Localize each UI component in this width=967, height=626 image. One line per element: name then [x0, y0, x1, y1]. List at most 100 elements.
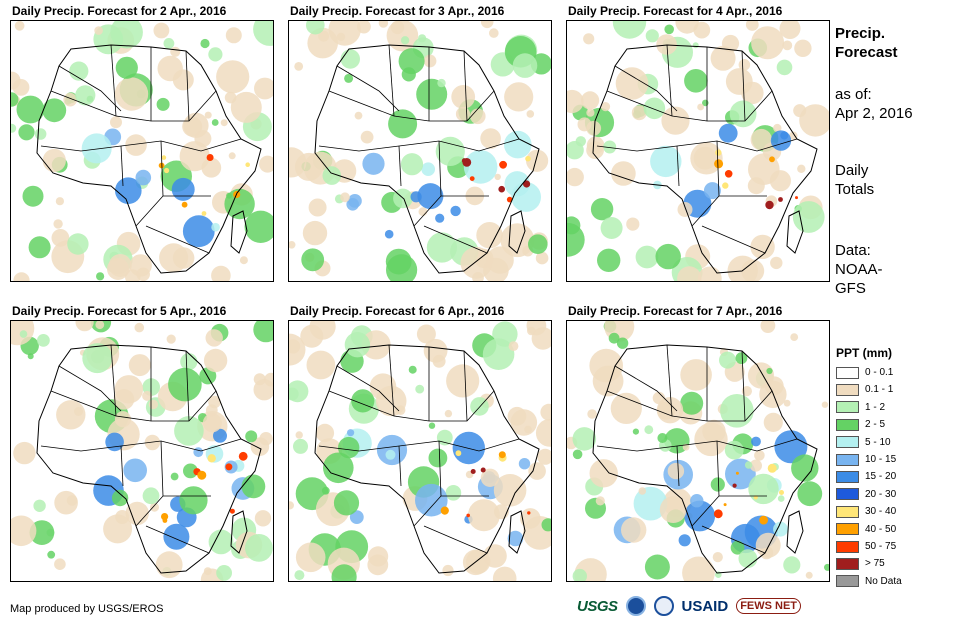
legend-label: 15 - 20 [865, 471, 897, 483]
legend-swatch [836, 575, 859, 588]
madagascar-outline [786, 510, 804, 554]
sidebar-data-line3: GFS [835, 280, 866, 297]
precip-field [289, 21, 551, 281]
precip-field [11, 321, 273, 581]
madagascar-outline [508, 210, 526, 254]
legend-swatch [836, 470, 859, 483]
legend-swatch [836, 453, 859, 466]
legend-swatch [836, 505, 859, 518]
precip-map [288, 320, 552, 582]
legend-label: 50 - 75 [865, 541, 897, 552]
legend-swatch [836, 523, 859, 536]
usgs-logo: USGS [577, 597, 618, 615]
legend-item: 2 - 5 [836, 416, 885, 433]
legend-swatch [836, 436, 859, 449]
logo-strip: USGS USAID FEWS NET [577, 596, 802, 616]
panel-title: Daily Precip. Forecast for 3 Apr., 2016 [290, 4, 505, 18]
precip-field [289, 321, 551, 581]
sidebar-totals-line1: Daily [835, 162, 869, 179]
sidebar-data-line2: NOAA- [835, 261, 883, 278]
legend-label: 1 - 2 [865, 401, 886, 413]
legend-item: 10 - 15 [836, 451, 896, 468]
sidebar-heading-line1: Precip. [835, 25, 886, 42]
panel-title: Daily Precip. Forecast for 2 Apr., 2016 [12, 4, 227, 18]
legend-swatch [836, 557, 859, 570]
country-borders [596, 344, 798, 554]
panel-title: Daily Precip. Forecast for 6 Apr., 2016 [290, 304, 505, 318]
precip-field [567, 321, 829, 581]
forecast-panel: Daily Precip. Forecast for 6 Apr., 2016 [288, 304, 556, 582]
madagascar-outline [230, 210, 248, 254]
madagascar-outline [508, 510, 526, 554]
sidebar-totals: Daily Totals [835, 161, 874, 199]
sidebar-asof: as of: Apr 2, 2016 [835, 85, 913, 123]
sidebar-asof-date: Apr 2, 2016 [835, 105, 913, 122]
country-borders [40, 344, 242, 554]
precip-field [11, 21, 273, 281]
legend-swatch [836, 488, 859, 501]
legend-item: 40 - 50 [836, 521, 896, 538]
country-borders [318, 344, 520, 554]
legend-label: 10 - 15 [865, 454, 897, 465]
legend-item: 0 - 0.1 [836, 364, 893, 381]
legend-label: 0 - 0.1 [865, 367, 894, 378]
africa-outline [592, 344, 818, 574]
country-borders [40, 44, 242, 254]
africa-outline [314, 344, 540, 574]
legend-swatch [836, 540, 859, 553]
legend-swatch [836, 401, 859, 414]
madagascar-outline [230, 510, 248, 554]
forecast-panel: Daily Precip. Forecast for 2 Apr., 2016 [10, 4, 278, 282]
panel-title: Daily Precip. Forecast for 5 Apr., 2016 [12, 304, 227, 318]
legend-label: No Data [865, 575, 902, 587]
africa-outline [36, 44, 262, 274]
sidebar-asof-label: as of: [835, 86, 872, 103]
usaid-logo: USAID [681, 597, 729, 615]
legend-label: 30 - 40 [865, 506, 897, 518]
sidebar-heading: Precip. Forecast [835, 24, 898, 62]
precip-map [566, 320, 830, 582]
legend-label: 5 - 10 [865, 436, 891, 448]
legend-swatch [836, 418, 859, 431]
forecast-panel: Daily Precip. Forecast for 3 Apr., 2016 [288, 4, 556, 282]
country-borders [596, 44, 798, 254]
fews-net-logo: FEWS NET [736, 598, 802, 614]
precip-map [10, 320, 274, 582]
country-borders [318, 44, 520, 254]
sidebar-totals-line2: Totals [835, 181, 875, 198]
noaa-logo-icon [625, 596, 646, 616]
africa-outline [592, 44, 818, 274]
sidebar-data-line1: Data: [835, 242, 871, 259]
legend-label: > 75 [865, 558, 885, 570]
panel-title: Daily Precip. Forecast for 7 Apr., 2016 [568, 304, 783, 318]
map-credit: Map produced by USGS/EROS [10, 603, 164, 615]
legend-label: 2 - 5 [865, 419, 886, 431]
forecast-panel: Daily Precip. Forecast for 7 Apr., 2016 [566, 304, 834, 582]
forecast-panel: Daily Precip. Forecast for 4 Apr., 2016 [566, 4, 834, 282]
precip-map [566, 20, 830, 282]
legend-item: 50 - 75 [836, 538, 896, 555]
sidebar-heading-line2: Forecast [835, 44, 898, 61]
legend-item: 0.1 - 1 [836, 381, 893, 398]
precip-map [10, 20, 274, 282]
legend-label: 0.1 - 1 [865, 384, 894, 396]
legend-label: 20 - 30 [865, 488, 897, 500]
precip-map [288, 20, 552, 282]
nasa-logo-icon [653, 596, 674, 616]
legend-swatch [836, 383, 859, 396]
legend-title: PPT (mm) [836, 346, 893, 360]
legend-item: 1 - 2 [836, 399, 885, 416]
legend-label: 40 - 50 [865, 523, 897, 535]
panel-title: Daily Precip. Forecast for 4 Apr., 2016 [568, 4, 783, 18]
legend-item: 15 - 20 [836, 468, 896, 485]
sidebar-data-source: Data: NOAA- GFS [835, 241, 883, 298]
legend-swatch [836, 366, 859, 379]
forecast-panel: Daily Precip. Forecast for 5 Apr., 2016 [10, 304, 278, 582]
legend-item: > 75 [836, 555, 885, 572]
legend-item: 20 - 30 [836, 486, 896, 503]
madagascar-outline [786, 210, 804, 254]
africa-outline [36, 344, 262, 574]
legend-item: No Data [836, 573, 902, 590]
africa-outline [314, 44, 540, 274]
precip-field [567, 21, 829, 281]
